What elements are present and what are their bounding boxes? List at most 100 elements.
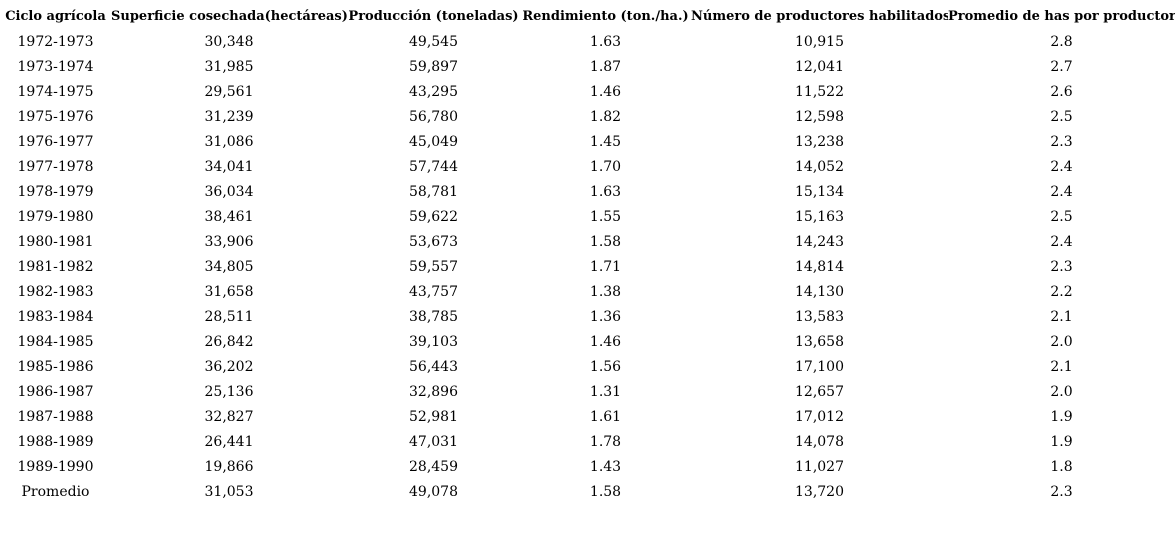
table-cell: 1979-1980	[17, 208, 94, 225]
column-header: Producción (toneladas)	[348, 9, 519, 24]
table-cell: 2.1	[1050, 308, 1073, 325]
table-cell: 2.8	[1050, 33, 1073, 50]
table-cell: 14,130	[795, 283, 844, 300]
table-cell: 52,981	[409, 408, 458, 425]
table-cell: 29,561	[204, 83, 254, 100]
table-cell: 1972-1973	[17, 33, 94, 50]
column-header: Número de productores habilitados	[691, 9, 948, 24]
table-cell: 1.61	[589, 408, 622, 425]
table-cell: 31,985	[204, 58, 254, 75]
table-cell: 2.5	[1050, 208, 1073, 225]
table-cell: 43,757	[409, 283, 458, 300]
table-row: 1982-1983 31,658 43,757 1.38 14,130 2.2	[0, 279, 1175, 304]
table-cell: 38,785	[409, 308, 458, 325]
table-cell: 1.63	[589, 33, 622, 50]
table-cell: 30,348	[204, 33, 254, 50]
table-cell: 1982-1983	[17, 283, 94, 300]
table-cell: 39,103	[409, 333, 458, 350]
table-cell: 1.46	[589, 83, 622, 100]
table-cell: 36,034	[204, 183, 254, 200]
table-cell: 1.31	[589, 383, 622, 400]
table-cell: 1.87	[589, 58, 622, 75]
table-cell: 1976-1977	[17, 133, 94, 150]
table-cell: 11,027	[795, 458, 844, 475]
table-cell: 2.5	[1050, 108, 1073, 125]
table-cell: 47,031	[409, 433, 458, 450]
table-cell: 59,897	[409, 58, 458, 75]
table-cell: 58,781	[409, 183, 458, 200]
table-row: 1988-1989 26,441 47,031 1.78 14,078 1.9	[0, 429, 1175, 454]
table-row: 1973-1974 31,985 59,897 1.87 12,041 2.7	[0, 54, 1175, 79]
table-cell: 32,827	[204, 408, 254, 425]
table-cell: 1.55	[589, 208, 622, 225]
table-cell: 36,202	[204, 358, 254, 375]
table-cell: 1.58	[589, 483, 622, 500]
table-cell: 17,100	[795, 358, 844, 375]
table-cell: 2.0	[1050, 333, 1073, 350]
column-header: Rendimiento (ton./ha.)	[522, 9, 689, 24]
table-cell: 13,583	[795, 308, 844, 325]
table-cell: 26,842	[204, 333, 254, 350]
table-cell: 1987-1988	[17, 408, 94, 425]
table-cell: Promedio	[21, 483, 90, 500]
table-cell: 1975-1976	[17, 108, 94, 125]
table-cell: 31,053	[204, 483, 254, 500]
table-cell: 11,522	[795, 83, 844, 100]
table-row: 1984-1985 26,842 39,103 1.46 13,658 2.0	[0, 329, 1175, 354]
table-cell: 1.45	[589, 133, 622, 150]
table-cell: 56,780	[409, 108, 458, 125]
table-cell: 28,459	[409, 458, 458, 475]
table-cell: 1.36	[589, 308, 622, 325]
table-cell: 2.2	[1050, 283, 1073, 300]
table-row: Promedio 31,053 49,078 1.58 13,720 2.3	[0, 479, 1175, 504]
table-cell: 57,744	[409, 158, 458, 175]
table-cell: 1984-1985	[17, 333, 94, 350]
table-cell: 1.9	[1050, 408, 1073, 425]
table-cell: 1983-1984	[17, 308, 94, 325]
table-cell: 1.56	[589, 358, 622, 375]
table-cell: 1.38	[589, 283, 622, 300]
table-cell: 34,041	[204, 158, 254, 175]
table-cell: 45,049	[409, 133, 458, 150]
table-cell: 13,658	[795, 333, 844, 350]
table-cell: 26,441	[204, 433, 254, 450]
table-cell: 38,461	[204, 208, 254, 225]
table-cell: 2.1	[1050, 358, 1073, 375]
table-row: 1981-1982 34,805 59,557 1.71 14,814 2.3	[0, 254, 1175, 279]
table-cell: 12,041	[795, 58, 844, 75]
table-cell: 14,243	[795, 233, 844, 250]
agricultural-data-table: Ciclo agrícola Superficie cosechada(hectá…	[0, 4, 1175, 504]
table-cell: 49,078	[409, 483, 458, 500]
table-header: Ciclo agrícola Superficie cosechada(hectá…	[0, 4, 1175, 29]
table-row: 1977-1978 34,041 57,744 1.70 14,052 2.4	[0, 154, 1175, 179]
table-cell: 53,673	[409, 233, 458, 250]
table-cell: 1.9	[1050, 433, 1073, 450]
table-row: 1979-1980 38,461 59,622 1.55 15,163 2.5	[0, 204, 1175, 229]
table-row: 1985-1986 36,202 56,443 1.56 17,100 2.1	[0, 354, 1175, 379]
table-row: 1980-1981 33,906 53,673 1.58 14,243 2.4	[0, 229, 1175, 254]
table-cell: 1.8	[1050, 458, 1073, 475]
table-cell: 17,012	[795, 408, 844, 425]
table-cell: 31,658	[204, 283, 254, 300]
table-cell: 2.4	[1050, 158, 1073, 175]
table-cell: 1986-1987	[17, 383, 94, 400]
table-cell: 15,134	[795, 183, 844, 200]
table-cell: 12,598	[795, 108, 844, 125]
table-cell: 2.3	[1050, 258, 1073, 275]
table-cell: 2.3	[1050, 133, 1073, 150]
table-cell: 59,622	[409, 208, 458, 225]
table-cell: 1.63	[589, 183, 622, 200]
table-cell: 49,545	[409, 33, 458, 50]
table-cell: 25,136	[204, 383, 254, 400]
table-cell: 43,295	[409, 83, 458, 100]
table-cell: 56,443	[409, 358, 458, 375]
table-cell: 12,657	[795, 383, 844, 400]
table-row: 1989-1990 19,866 28,459 1.43 11,027 1.8	[0, 454, 1175, 479]
table-cell: 2.7	[1050, 58, 1073, 75]
table-cell: 1.43	[589, 458, 622, 475]
table-cell: 33,906	[204, 233, 254, 250]
table-row: 1974-1975 29,561 43,295 1.46 11,522 2.6	[0, 79, 1175, 104]
column-header: Ciclo agrícola	[5, 9, 106, 24]
table-cell: 1.82	[589, 108, 622, 125]
table-cell: 10,915	[795, 33, 844, 50]
